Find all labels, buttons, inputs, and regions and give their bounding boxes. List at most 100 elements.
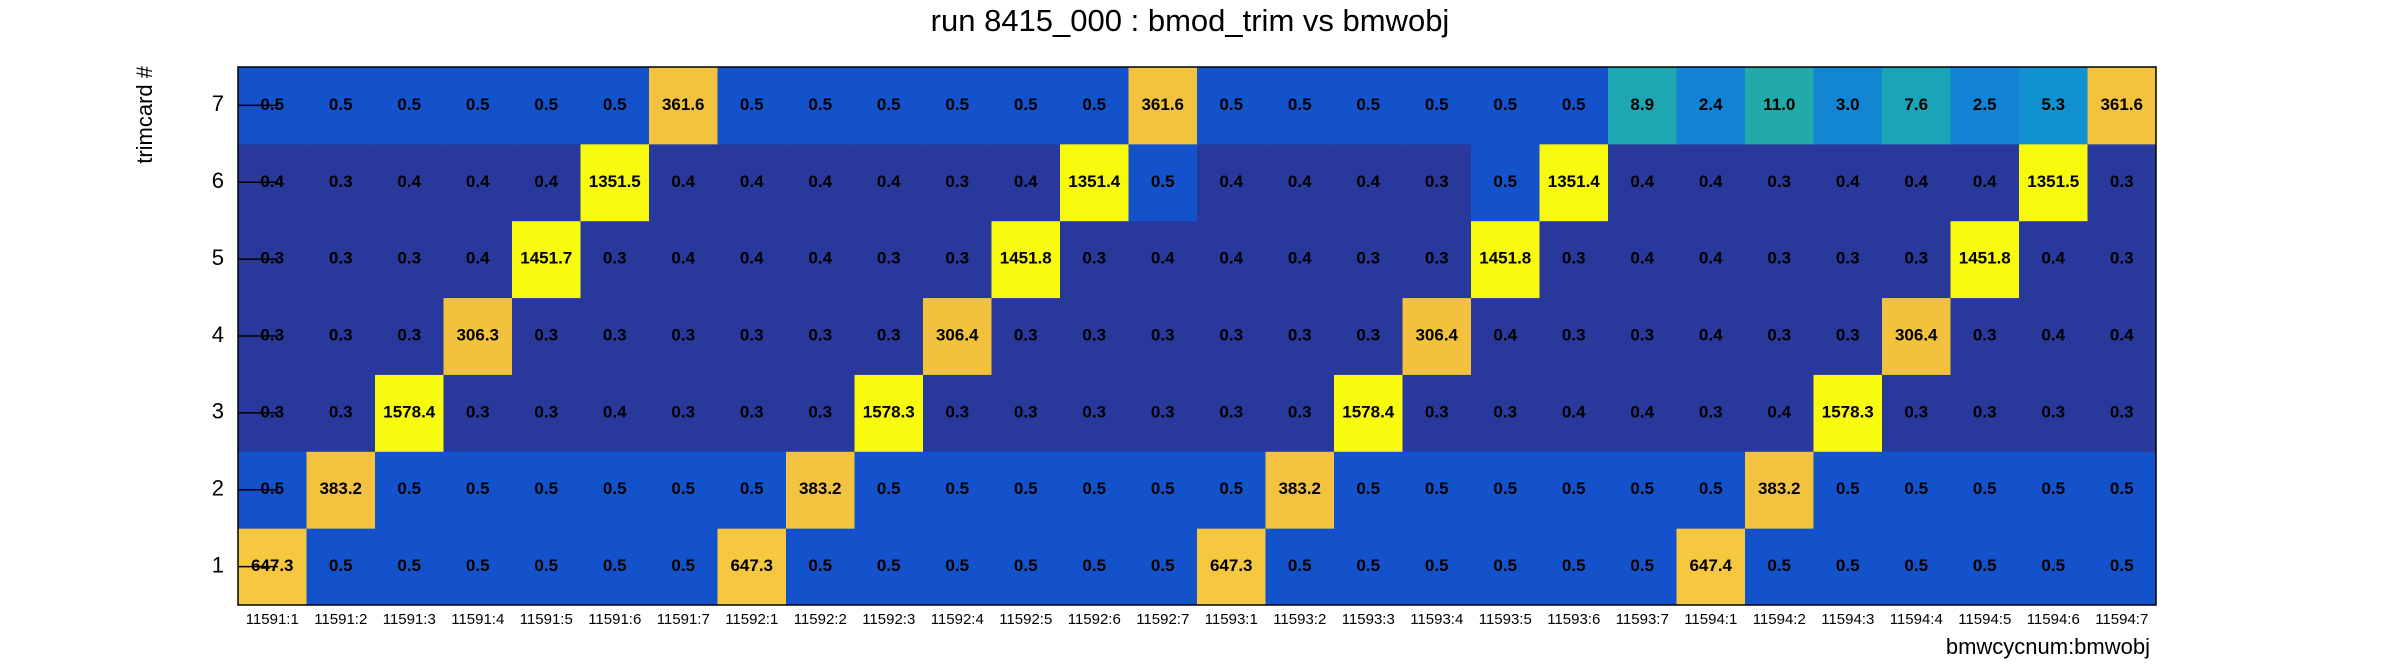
cell-label: 0.5 (397, 95, 421, 114)
cell-label: 0.5 (603, 479, 627, 498)
cell-label: 0.5 (1493, 479, 1517, 498)
cell-label: 0.4 (1630, 172, 1654, 191)
cell-label: 1451.8 (1959, 249, 2011, 268)
heatmap-cell (649, 143, 718, 222)
heatmap-cell (1813, 528, 1883, 606)
cell-label: 8.9 (1630, 95, 1654, 114)
heatmap-cell (443, 451, 513, 529)
cell-label: 11.0 (1763, 95, 1795, 114)
heatmap-cell (1334, 451, 1403, 529)
cell-label: 0.5 (1493, 95, 1517, 114)
heatmap-cell (1265, 451, 1335, 529)
cell-label: 0.3 (397, 325, 421, 344)
cell-label: 0.5 (397, 479, 421, 498)
cell-label: 0.4 (1767, 402, 1791, 421)
cell-label: 0.4 (1699, 172, 1723, 191)
cell-label: 0.4 (1151, 249, 1175, 268)
heatmap-cell (786, 220, 855, 299)
heatmap-cell (786, 374, 855, 452)
x-tick-label: 11592:4 (931, 611, 984, 628)
x-tick-label: 11594:2 (1753, 611, 1806, 628)
heatmap-cell (786, 143, 855, 222)
cell-label: 0.5 (260, 95, 284, 114)
cell-label: 0.3 (329, 249, 353, 268)
cell-label: 0.3 (1082, 402, 1106, 421)
cell-label: 0.4 (1562, 402, 1586, 421)
heatmap-cell (1334, 528, 1403, 606)
cell-label: 2.5 (1973, 95, 1997, 114)
heatmap-cell (717, 143, 787, 222)
cell-label: 0.5 (534, 95, 558, 114)
cell-label: 0.5 (2110, 556, 2134, 575)
cell-label: 0.5 (1425, 479, 1449, 498)
cell-label: 383.2 (799, 479, 842, 498)
heatmap-cell (512, 143, 581, 222)
heatmap-cell (1539, 374, 1609, 452)
cell-label: 0.5 (1562, 479, 1586, 498)
cell-label: 0.5 (1082, 556, 1106, 575)
heatmap-cell (443, 143, 513, 222)
heatmap-cell (991, 220, 1061, 299)
heatmap-cell (991, 451, 1061, 529)
cell-label: 0.3 (1767, 325, 1791, 344)
heatmap-cell (2019, 67, 2088, 145)
heatmap-cell (1745, 374, 1814, 452)
heatmap-cell (717, 374, 787, 452)
heatmap-cell (580, 67, 650, 145)
heatmap-cell (1950, 528, 2020, 606)
cell-label: 0.5 (1288, 556, 1312, 575)
heatmap-cell (1676, 143, 1746, 222)
heatmap-cell (991, 374, 1061, 452)
cell-label: 0.3 (1356, 249, 1380, 268)
y-tick-label: 5 (212, 245, 224, 270)
cell-label: 0.4 (534, 172, 558, 191)
cell-label: 0.4 (1699, 249, 1723, 268)
heatmap-cell (1950, 451, 2020, 529)
heatmap-cell (717, 67, 787, 145)
cell-label: 647.3 (1210, 556, 1253, 575)
cell-label: 0.4 (808, 172, 832, 191)
cell-label: 0.3 (1425, 172, 1449, 191)
cell-label: 0.3 (877, 325, 901, 344)
heatmap-cell (1471, 528, 1540, 606)
heatmap-cell (1402, 143, 1472, 222)
cell-label: 0.5 (740, 95, 764, 114)
x-tick-label: 11591:4 (451, 611, 504, 628)
heatmap-cell (1265, 143, 1335, 222)
heatmap-cell (1128, 374, 1198, 452)
y-axis-title: trimcard # (132, 65, 157, 164)
heatmap-cell (923, 297, 992, 375)
heatmap-cell (580, 451, 650, 529)
cell-label: 0.5 (466, 479, 490, 498)
cell-label: 0.5 (808, 95, 832, 114)
cell-label: 0.3 (2110, 402, 2134, 421)
heatmap-cell (2087, 528, 2157, 606)
cell-label: 0.4 (603, 402, 627, 421)
heatmap-cell (2019, 297, 2088, 375)
cell-label: 0.4 (1219, 249, 1243, 268)
cell-label: 0.5 (1219, 479, 1243, 498)
cell-label: 1578.4 (1342, 402, 1395, 421)
heatmap-cell (2087, 374, 2157, 452)
heatmap-cell (512, 297, 581, 375)
heatmap-cell (580, 297, 650, 375)
heatmap-cell (1608, 528, 1677, 606)
heatmap-cell (1882, 67, 1951, 145)
heatmap-cell (1402, 220, 1472, 299)
heatmap-cell (375, 374, 444, 452)
heatmap-cell (1128, 451, 1198, 529)
cell-label: 0.5 (329, 95, 353, 114)
cell-label: 0.3 (1014, 325, 1038, 344)
heatmap-cell (2087, 143, 2157, 222)
heatmap-cell (991, 67, 1061, 145)
cell-label: 0.5 (1014, 95, 1038, 114)
cell-label: 0.5 (1082, 479, 1106, 498)
plot-frame (237, 66, 2157, 606)
x-tick-label: 11594:1 (1684, 611, 1737, 628)
cell-label: 0.5 (671, 556, 695, 575)
cell-label: 0.3 (740, 325, 764, 344)
y-tick-label: 3 (212, 399, 224, 424)
heatmap-cell (1402, 374, 1472, 452)
heatmap-cell (1608, 297, 1677, 375)
heatmap-cell (717, 220, 787, 299)
